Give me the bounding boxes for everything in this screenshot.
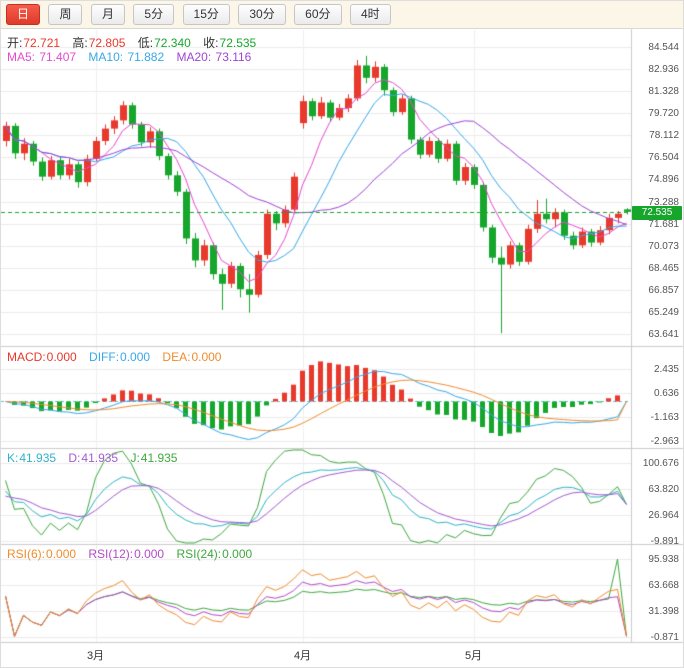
macd-header: MACD:0.000 DIFF:0.000 DEA:0.000 — [7, 350, 230, 364]
y-axis-label: 0.636 — [653, 387, 679, 399]
close-label: 收: — [203, 36, 219, 50]
x-axis-label-march: 3月 — [86, 650, 105, 662]
x-axis-label-april: 4月 — [293, 650, 312, 662]
diff-label: DIFF: — [89, 350, 120, 364]
y-axis-label: 74.896 — [648, 173, 679, 185]
y-axis-label: 100.676 — [642, 457, 679, 469]
ma5-value: 71.407 — [39, 50, 77, 64]
macd-label: MACD: — [7, 350, 46, 364]
y-axis-label: 78.112 — [649, 129, 679, 141]
y-axis-label: 79.720 — [648, 107, 679, 119]
y-axis-label: 63.820 — [648, 483, 679, 495]
y-axis-label: 63.668 — [648, 579, 679, 591]
ma-info: MA5: 71.407 MA10: 71.882 MA20: 73.116 — [7, 50, 260, 64]
k-label: K: — [7, 451, 19, 465]
timeframe-toolbar: 日 周 月 5分 15分 30分 60分 4时 — [1, 1, 683, 29]
y-axis-label: 81.328 — [648, 85, 679, 97]
low-label: 低: — [137, 36, 154, 50]
j-value: 41.935 — [140, 451, 178, 465]
open-value: 72.721 — [23, 36, 61, 50]
rsi24-value: 0.000 — [222, 547, 253, 561]
close-value: 72.535 — [219, 36, 257, 50]
rsi6-label: RSI(6): — [7, 547, 46, 561]
y-axis-label: 26.964 — [648, 509, 679, 521]
kdj-header: K:41.935 D:41.935 J:41.935 — [7, 451, 186, 465]
dea-value: 0.000 — [191, 350, 222, 364]
current-price-badge: 72.535 — [632, 205, 682, 220]
high-label: 高: — [72, 36, 88, 50]
y-axis-label: 63.641 — [648, 328, 679, 340]
ma20-value: 73.116 — [215, 50, 252, 64]
y-axis-label: 76.504 — [648, 151, 679, 163]
high-value: 72.805 — [88, 36, 126, 50]
ma20-label: MA20: — [176, 50, 212, 64]
ma10-label: MA10: — [88, 50, 124, 64]
y-axis-label: 84.544 — [648, 41, 679, 53]
y-axis-label: -0.871 — [650, 631, 679, 643]
y-axis-label: 68.465 — [648, 262, 679, 274]
y-axis-label: 65.249 — [648, 306, 679, 318]
k-value: 41.935 — [19, 451, 57, 465]
rsi24-label: RSI(24): — [176, 547, 222, 561]
y-axis-label: 82.936 — [648, 63, 679, 75]
y-axis-label: 2.435 — [653, 363, 679, 375]
y-axis-label: 95.938 — [648, 553, 679, 565]
tab-15min[interactable]: 15分 — [182, 4, 230, 25]
tab-5min[interactable]: 5分 — [133, 4, 175, 25]
tab-4hour[interactable]: 4时 — [349, 4, 391, 25]
j-label: J: — [130, 451, 140, 465]
tab-60min[interactable]: 60分 — [294, 4, 342, 25]
dea-label: DEA: — [162, 350, 191, 364]
ohlc-info: 开:72.721 高:72.805 低:72.340 收:72.535 — [7, 34, 265, 51]
y-axis-label: -1.163 — [650, 411, 679, 423]
y-axis-label: -9.891 — [650, 535, 679, 547]
x-axis-label-may: 5月 — [464, 650, 483, 662]
rsi-header: RSI(6):0.000 RSI(12):0.000 RSI(24):0.000 — [7, 547, 261, 561]
macd-value: 0.000 — [46, 350, 77, 364]
y-axis-label: 70.073 — [648, 240, 679, 252]
y-axis-label: 71.681 — [648, 218, 679, 230]
open-label: 开: — [7, 36, 23, 50]
low-value: 72.340 — [154, 36, 191, 50]
rsi12-value: 0.000 — [134, 547, 165, 561]
ma10-value: 71.882 — [127, 50, 165, 64]
y-axis-label: -2.963 — [650, 435, 679, 447]
y-axis-label: 73.288 — [648, 196, 679, 208]
y-axis-label: 66.857 — [648, 284, 679, 296]
rsi12-label: RSI(12): — [88, 547, 134, 561]
ma5-label: MA5: — [7, 50, 36, 64]
tab-day[interactable]: 日 — [6, 4, 41, 25]
tab-30min[interactable]: 30分 — [238, 4, 286, 25]
tab-week[interactable]: 周 — [48, 4, 83, 25]
y-axis-label: 31.398 — [648, 605, 679, 617]
d-value: 41.935 — [81, 451, 119, 465]
rsi6-value: 0.000 — [46, 547, 77, 561]
tab-month[interactable]: 月 — [90, 4, 125, 25]
diff-value: 0.000 — [120, 350, 151, 364]
d-label: D: — [68, 451, 81, 465]
